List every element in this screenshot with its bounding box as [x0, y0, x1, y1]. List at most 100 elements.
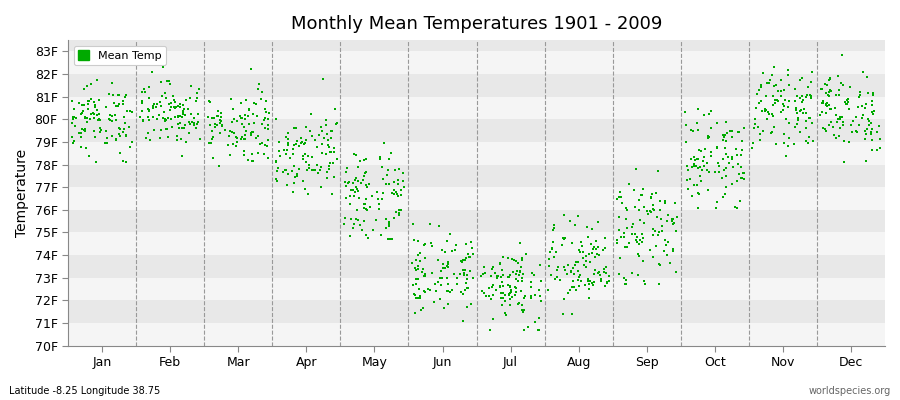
Point — [187, 115, 202, 121]
Point — [637, 220, 652, 226]
Point — [494, 267, 508, 273]
Point — [346, 150, 361, 157]
Point — [819, 90, 833, 96]
Point — [829, 92, 843, 98]
Point — [635, 186, 650, 192]
Point — [734, 152, 748, 158]
Point — [662, 239, 676, 245]
Point — [651, 232, 665, 238]
Point — [67, 113, 81, 120]
Bar — [68, 52, 885, 74]
Point — [306, 167, 320, 174]
Point — [84, 111, 98, 117]
Point — [615, 200, 629, 206]
Point — [805, 120, 819, 126]
Point — [567, 222, 581, 228]
Point — [298, 140, 312, 146]
Point — [84, 96, 98, 103]
Point — [600, 280, 615, 287]
Point — [292, 166, 307, 172]
Point — [441, 259, 455, 265]
Point — [143, 137, 157, 143]
Point — [597, 266, 611, 272]
Point — [319, 117, 333, 123]
Point — [724, 128, 738, 134]
Point — [281, 142, 295, 148]
Point — [597, 269, 611, 275]
Point — [588, 267, 602, 273]
Point — [324, 149, 338, 156]
Point — [628, 204, 643, 210]
Point — [710, 144, 724, 150]
Point — [594, 278, 608, 284]
Point — [719, 172, 733, 179]
Point — [556, 264, 571, 270]
Point — [259, 109, 274, 116]
Point — [432, 223, 446, 229]
Point — [99, 104, 113, 110]
Point — [542, 263, 556, 269]
Point — [379, 216, 393, 222]
Point — [457, 256, 472, 263]
Point — [458, 266, 473, 273]
Point — [644, 195, 658, 201]
Point — [628, 236, 643, 243]
Point — [485, 316, 500, 322]
Point — [843, 122, 858, 129]
Point — [575, 242, 590, 249]
Point — [357, 156, 372, 163]
Point — [280, 182, 294, 188]
Point — [155, 93, 169, 99]
Point — [619, 205, 634, 211]
Point — [689, 182, 704, 188]
Point — [716, 136, 731, 143]
Point — [269, 116, 284, 122]
Point — [648, 228, 662, 235]
Point — [660, 252, 674, 258]
Point — [369, 189, 383, 196]
Point — [679, 138, 693, 145]
Point — [853, 92, 868, 98]
Point — [500, 254, 515, 261]
Point — [657, 200, 671, 206]
Point — [78, 115, 93, 122]
Point — [513, 240, 527, 247]
Point — [494, 295, 508, 301]
Point — [75, 126, 89, 132]
Point — [414, 306, 428, 313]
Point — [582, 251, 597, 258]
Point — [356, 218, 371, 224]
Point — [343, 201, 357, 207]
Point — [815, 100, 830, 106]
Point — [320, 141, 335, 148]
Point — [549, 249, 563, 255]
Point — [454, 258, 469, 265]
Point — [859, 105, 873, 111]
Point — [718, 190, 733, 197]
Point — [254, 96, 268, 102]
Point — [798, 117, 813, 124]
Point — [135, 97, 149, 104]
Point — [413, 292, 428, 299]
Point — [582, 278, 597, 285]
Point — [614, 194, 628, 200]
Point — [255, 140, 269, 146]
Point — [680, 163, 694, 170]
Point — [709, 199, 724, 206]
Point — [317, 135, 331, 141]
Point — [272, 148, 286, 154]
Point — [372, 200, 386, 207]
Point — [836, 122, 850, 128]
Point — [630, 234, 644, 240]
Point — [344, 216, 358, 222]
Point — [564, 268, 579, 274]
Point — [286, 145, 301, 152]
Point — [224, 96, 238, 102]
Point — [803, 115, 817, 122]
Point — [315, 150, 329, 156]
Point — [326, 160, 340, 166]
Point — [112, 126, 127, 132]
Point — [801, 84, 815, 90]
Point — [573, 239, 588, 245]
Point — [446, 287, 460, 294]
